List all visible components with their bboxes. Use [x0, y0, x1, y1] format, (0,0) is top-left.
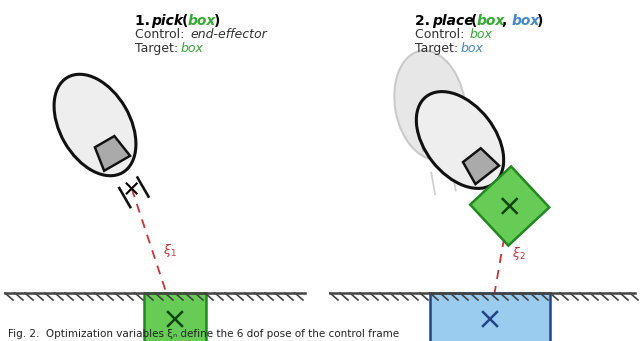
Text: box: box: [512, 14, 540, 28]
Text: ): ): [537, 14, 543, 28]
Bar: [430, 293, 550, 341]
Text: Target:: Target:: [415, 42, 462, 55]
Text: pick: pick: [151, 14, 183, 28]
Ellipse shape: [417, 92, 504, 188]
Text: box: box: [188, 14, 216, 28]
Text: 1.: 1.: [135, 14, 155, 28]
Text: $\xi_1$: $\xi_1$: [163, 242, 177, 259]
Polygon shape: [463, 148, 499, 184]
Text: box: box: [477, 14, 506, 28]
Text: box: box: [470, 28, 493, 41]
Text: place: place: [432, 14, 474, 28]
Ellipse shape: [394, 50, 466, 160]
Text: Fig. 2.  Optimization variables ξₙ define the 6 dof pose of the control frame: Fig. 2. Optimization variables ξₙ define…: [8, 329, 399, 339]
Polygon shape: [422, 122, 452, 151]
Text: box: box: [181, 42, 204, 55]
Text: box: box: [461, 42, 484, 55]
Polygon shape: [95, 136, 130, 171]
Text: end-effector: end-effector: [190, 28, 267, 41]
Text: Target:: Target:: [135, 42, 182, 55]
Bar: [144, 293, 206, 341]
Text: 2.: 2.: [415, 14, 435, 28]
Text: Control:: Control:: [135, 28, 188, 41]
Text: ,: ,: [502, 14, 512, 28]
Text: $\xi_2$: $\xi_2$: [512, 246, 525, 263]
Ellipse shape: [54, 74, 136, 176]
Text: (: (: [471, 14, 477, 28]
Text: (: (: [182, 14, 188, 28]
Text: Control:: Control:: [415, 28, 468, 41]
Text: ): ): [214, 14, 220, 28]
Polygon shape: [470, 166, 549, 246]
